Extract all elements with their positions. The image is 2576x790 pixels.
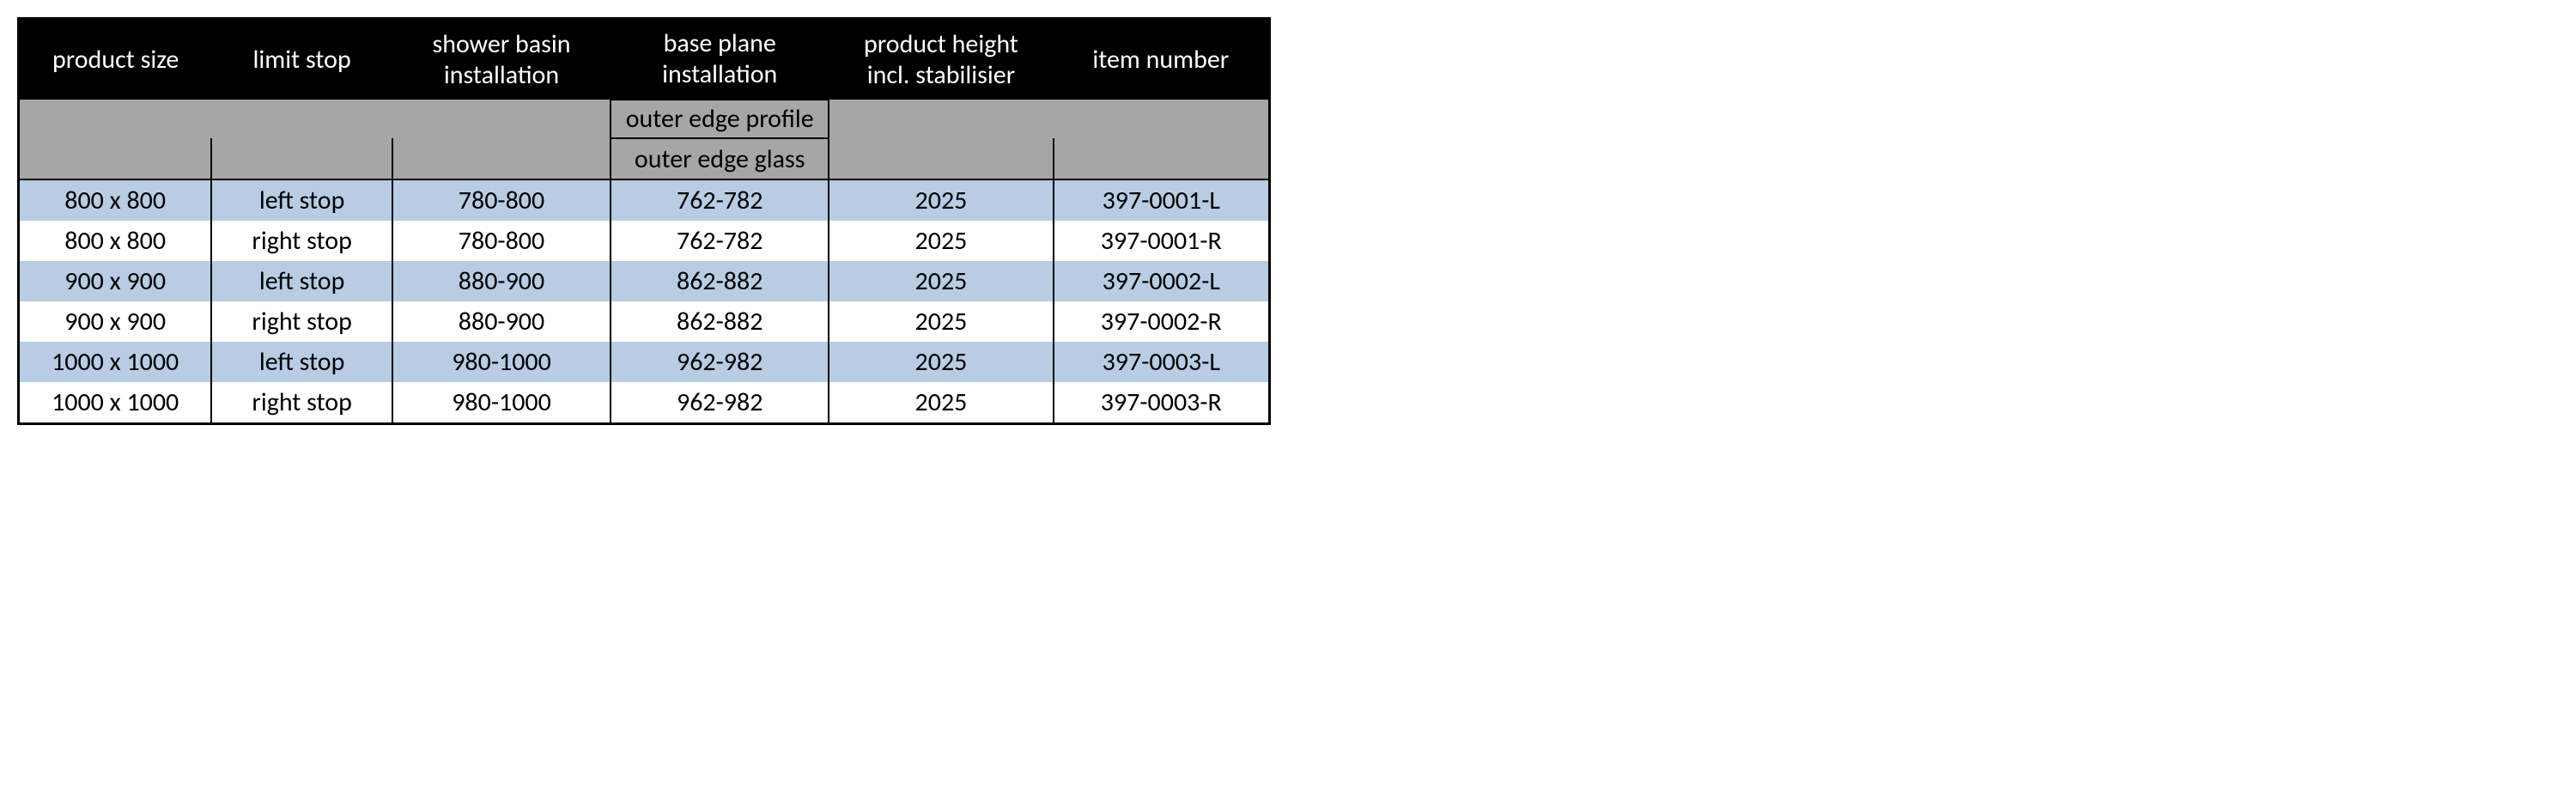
outer-edge-profile-label: outer edge profile xyxy=(611,100,829,138)
col-base-plane: base planeinstallation xyxy=(611,19,829,100)
cell-base-plane: 762-782 xyxy=(611,179,829,221)
cell-height: 2025 xyxy=(829,382,1053,424)
cell-base-plane: 962-982 xyxy=(611,382,829,424)
table-row: 800 x 800 right stop 780-800 762-782 202… xyxy=(19,221,1270,261)
empty-cell xyxy=(1054,138,1270,179)
cell-item-number: 397-0003-L xyxy=(1054,342,1270,382)
cell-limit-stop: left stop xyxy=(211,261,392,301)
cell-product-size: 800 x 800 xyxy=(19,221,212,261)
cell-limit-stop: left stop xyxy=(211,179,392,221)
cell-base-plane: 762-782 xyxy=(611,221,829,261)
cell-shower-basin: 780-800 xyxy=(392,221,611,261)
empty-cell xyxy=(392,138,611,179)
cell-base-plane: 962-982 xyxy=(611,342,829,382)
empty-cell xyxy=(829,100,1053,138)
table-row: 800 x 800 left stop 780-800 762-782 2025… xyxy=(19,179,1270,221)
cell-limit-stop: right stop xyxy=(211,382,392,424)
table-row: 900 x 900 left stop 880-900 862-882 2025… xyxy=(19,261,1270,301)
subheader-glass-row: outer edge glass xyxy=(19,138,1270,179)
cell-limit-stop: left stop xyxy=(211,342,392,382)
outer-edge-glass-label: outer edge glass xyxy=(611,138,829,179)
cell-item-number: 397-0002-L xyxy=(1054,261,1270,301)
table-row: 1000 x 1000 left stop 980-1000 962-982 2… xyxy=(19,342,1270,382)
cell-height: 2025 xyxy=(829,179,1053,221)
cell-height: 2025 xyxy=(829,261,1053,301)
empty-cell xyxy=(1054,100,1270,138)
col-product-height: product heightincl. stabilisier xyxy=(829,19,1053,100)
col-limit-stop: limit stop xyxy=(211,19,392,100)
cell-base-plane: 862-882 xyxy=(611,261,829,301)
cell-item-number: 397-0001-R xyxy=(1054,221,1270,261)
empty-cell xyxy=(211,138,392,179)
cell-product-size: 800 x 800 xyxy=(19,179,212,221)
col-item-number: item number xyxy=(1054,19,1270,100)
cell-base-plane: 862-882 xyxy=(611,301,829,342)
cell-product-size: 1000 x 1000 xyxy=(19,382,212,424)
cell-shower-basin: 880-900 xyxy=(392,301,611,342)
empty-cell xyxy=(829,138,1053,179)
table-body: 800 x 800 left stop 780-800 762-782 2025… xyxy=(19,179,1270,424)
cell-height: 2025 xyxy=(829,342,1053,382)
empty-cell xyxy=(211,100,392,138)
subheader-profile-row: outer edge profile xyxy=(19,100,1270,138)
cell-shower-basin: 980-1000 xyxy=(392,342,611,382)
cell-limit-stop: right stop xyxy=(211,301,392,342)
cell-limit-stop: right stop xyxy=(211,221,392,261)
empty-cell xyxy=(19,100,212,138)
table-row: 1000 x 1000 right stop 980-1000 962-982 … xyxy=(19,382,1270,424)
cell-item-number: 397-0003-R xyxy=(1054,382,1270,424)
table-row: 900 x 900 right stop 880-900 862-882 202… xyxy=(19,301,1270,342)
cell-height: 2025 xyxy=(829,301,1053,342)
cell-shower-basin: 980-1000 xyxy=(392,382,611,424)
cell-shower-basin: 780-800 xyxy=(392,179,611,221)
cell-product-size: 900 x 900 xyxy=(19,261,212,301)
cell-height: 2025 xyxy=(829,221,1053,261)
empty-cell xyxy=(392,100,611,138)
cell-shower-basin: 880-900 xyxy=(392,261,611,301)
cell-item-number: 397-0001-L xyxy=(1054,179,1270,221)
cell-product-size: 1000 x 1000 xyxy=(19,342,212,382)
empty-cell xyxy=(19,138,212,179)
header-row: product size limit stop shower basininst… xyxy=(19,19,1270,100)
cell-product-size: 900 x 900 xyxy=(19,301,212,342)
col-shower-basin: shower basininstallation xyxy=(392,19,611,100)
col-product-size: product size xyxy=(19,19,212,100)
product-spec-table: product size limit stop shower basininst… xyxy=(17,17,1271,425)
cell-item-number: 397-0002-R xyxy=(1054,301,1270,342)
